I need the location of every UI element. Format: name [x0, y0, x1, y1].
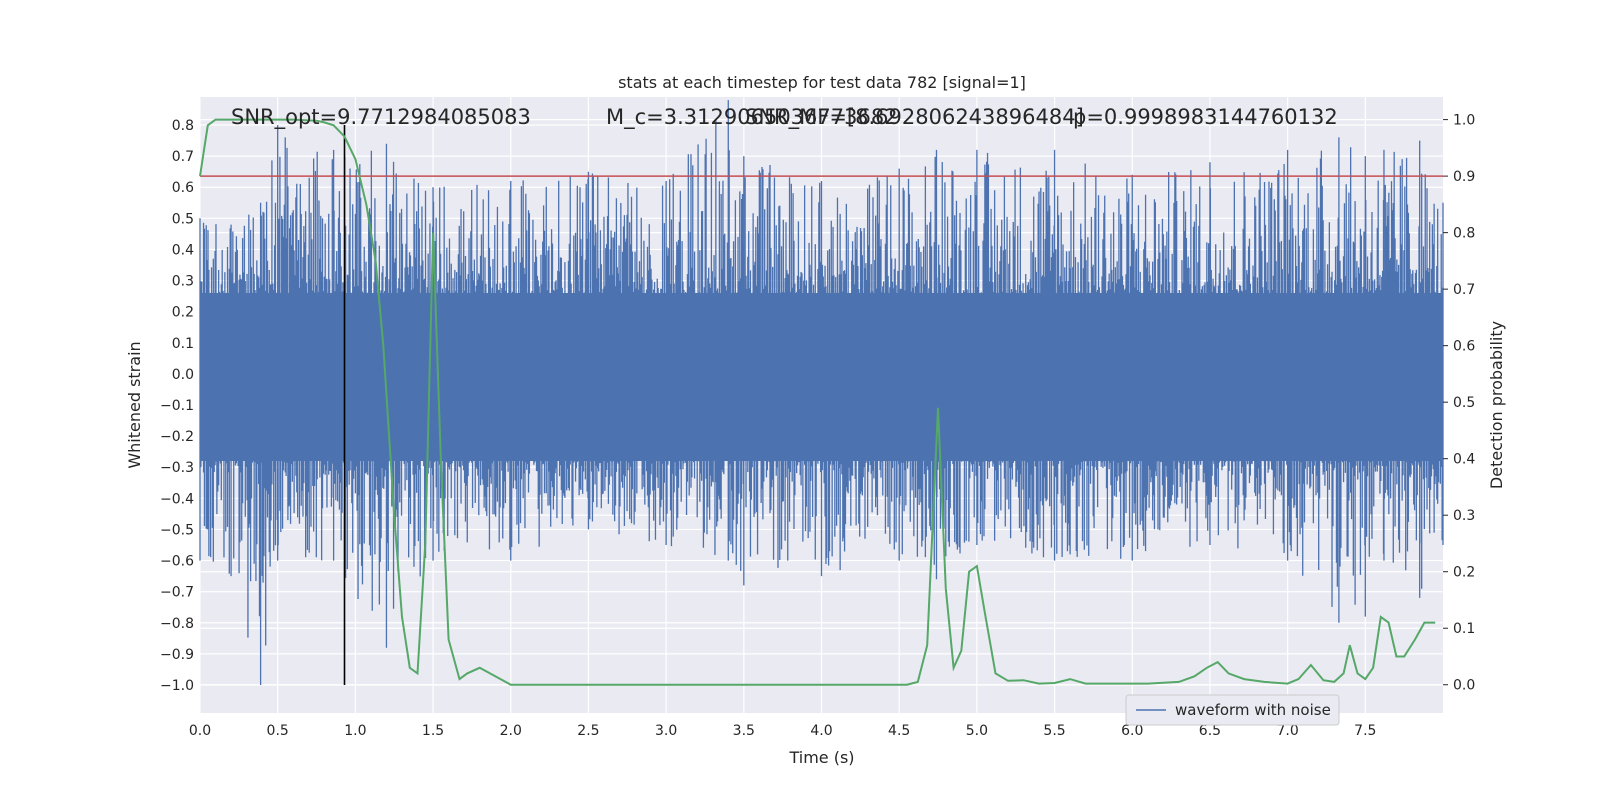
y-tick-label: −0.2 [160, 429, 194, 445]
y2-tick-label: 0.7 [1453, 282, 1475, 298]
y-tick-label: 0.0 [172, 367, 194, 383]
y2-tick-label: 0.4 [1453, 452, 1475, 468]
y-tick-label: 0.8 [172, 118, 194, 134]
x-tick-label: 7.5 [1354, 723, 1376, 739]
y-tick-label: 0.2 [172, 305, 194, 321]
probability-line [199, 118, 1436, 686]
y-tick-label: 0.6 [172, 180, 194, 196]
y-tick-label: −1.0 [160, 678, 194, 694]
x-tick-label: 3.5 [733, 723, 755, 739]
snr-opt-annotation: SNR_opt=9.7712984085083 [231, 105, 531, 130]
y2-tick-label: 0.0 [1453, 678, 1475, 694]
tick-labels: 0.0 0.5 1.0 1.5 2.0 2.5 3.0 3.5 4.0 4.5 5.0 5.5 6.0 6… [160, 113, 1475, 739]
x-tick-label: 0.0 [189, 723, 211, 739]
x-axis-label: Time (s) [788, 748, 854, 767]
x-tick-label: 6.5 [1199, 723, 1221, 739]
y-tick-label: 0.5 [172, 211, 194, 227]
chart-title: stats at each timestep for test data 782… [618, 73, 1026, 92]
y2-tick-label: 0.5 [1453, 395, 1475, 411]
legend-label: waveform with noise [1175, 701, 1331, 719]
y2-tick-label: 0.1 [1453, 621, 1475, 637]
y2-tick-label: 0.6 [1453, 339, 1475, 355]
y2-tick-label: 0.9 [1453, 169, 1475, 185]
waveform-spikes [199, 100, 1444, 685]
x-tick-label: 3.0 [655, 723, 677, 739]
y-tick-label: −0.8 [160, 616, 194, 632]
y2-tick-label: 0.3 [1453, 508, 1475, 524]
y2-tick-label: 0.8 [1453, 226, 1475, 242]
legend-box [1125, 694, 1340, 726]
x-tick-label: 1.0 [344, 723, 366, 739]
y2-tick-label: 1.0 [1453, 113, 1475, 129]
waveform-series [199, 100, 1444, 685]
y-tick-label: 0.1 [172, 336, 194, 352]
y-tick-label: −0.1 [160, 398, 194, 414]
y-tick-label: 0.7 [172, 149, 194, 165]
y2-tick-label: 0.2 [1453, 565, 1475, 581]
x-tick-label: 5.5 [1043, 723, 1065, 739]
x-tick-label: 1.5 [422, 723, 444, 739]
legend: waveform with noise [1125, 694, 1340, 726]
snr-mf-annotation: SNR_MF=[8.692806243896484] [745, 105, 1084, 130]
probability-series [199, 118, 1436, 686]
x-tick-label: 6.0 [1121, 723, 1143, 739]
y-tick-label: −0.3 [160, 460, 194, 476]
x-tick-label: 2.5 [577, 723, 599, 739]
y-tick-label: −0.6 [160, 554, 194, 570]
y-tick-label: −0.7 [160, 585, 194, 601]
y2-axis-label: Detection probability [1487, 321, 1506, 489]
y-tick-label: −0.4 [160, 491, 194, 507]
y-tick-label: 0.4 [172, 242, 194, 258]
y-axis-label: Whitened strain [125, 341, 144, 468]
x-tick-label: 7.0 [1276, 723, 1298, 739]
y-tick-label: −0.5 [160, 522, 194, 538]
x-tick-label: 0.5 [267, 723, 289, 739]
probability-annotation: p=0.9998983144760132 [1073, 105, 1338, 129]
x-tick-label: 4.5 [888, 723, 910, 739]
x-tick-label: 4.0 [810, 723, 832, 739]
x-tick-label: 5.0 [966, 723, 988, 739]
chirp-mass-annotation: M_c=3.3129065036773682 [606, 105, 898, 130]
x-tick-label: 2.0 [500, 723, 522, 739]
y-tick-label: −0.9 [160, 647, 194, 663]
y-tick-label: 0.3 [172, 274, 194, 290]
